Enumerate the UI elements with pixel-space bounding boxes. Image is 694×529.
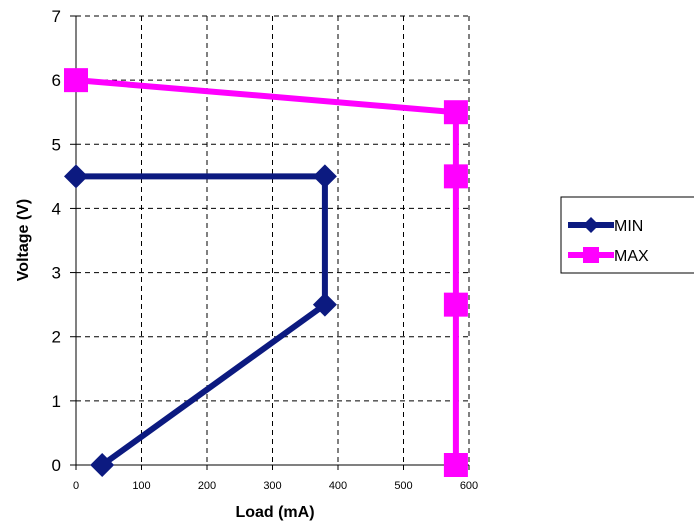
legend-max-label: MAX xyxy=(614,248,649,265)
point-min-2 xyxy=(312,164,337,189)
y-axis-title: Voltage (V) xyxy=(15,199,32,281)
y-tick-label-1: 1 xyxy=(52,392,61,411)
x-tick-label-500: 500 xyxy=(394,480,412,492)
x-tick-label-0: 0 xyxy=(73,480,79,492)
point-min-1 xyxy=(312,292,337,317)
x-tick-label-600: 600 xyxy=(460,480,478,492)
point-min-0 xyxy=(90,453,115,477)
legend-min-marker xyxy=(583,217,599,233)
point-max-3 xyxy=(443,100,468,125)
legend-min-label: MIN xyxy=(614,218,643,235)
point-max-0 xyxy=(443,453,468,477)
y-tick-label-2: 2 xyxy=(52,328,61,347)
y-tick-label-7: 7 xyxy=(52,7,61,26)
point-max-4 xyxy=(64,68,88,93)
y-tick-label-5: 5 xyxy=(52,135,61,154)
legend-max-marker xyxy=(583,247,599,263)
x-tick-label-300: 300 xyxy=(263,480,281,492)
legend: MIN MAX xyxy=(560,196,694,274)
data-series xyxy=(64,68,468,477)
y-tick-label-3: 3 xyxy=(52,264,61,283)
tick-labels: 0 1 2 3 4 5 6 7 0 100 200 300 400 500 600 xyxy=(52,7,479,492)
y-tick-label-0: 0 xyxy=(52,456,61,475)
legend-entry-max: MAX xyxy=(568,247,649,265)
x-tick-label-200: 200 xyxy=(198,480,216,492)
y-tick-label-4: 4 xyxy=(52,199,61,218)
point-max-1 xyxy=(443,292,468,317)
legend-entry-min: MIN xyxy=(568,217,643,235)
x-axis-title: Load (mA) xyxy=(235,504,314,521)
x-tick-label-400: 400 xyxy=(329,480,347,492)
point-max-2 xyxy=(443,164,468,189)
point-min-3 xyxy=(64,164,88,189)
x-tick-label-100: 100 xyxy=(132,480,150,492)
series-line-min xyxy=(76,173,328,468)
y-tick-label-6: 6 xyxy=(52,71,61,90)
